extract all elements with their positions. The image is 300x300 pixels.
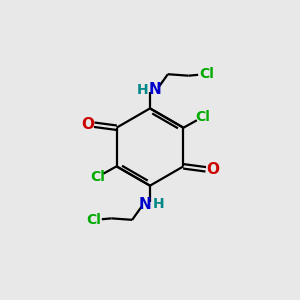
Text: Cl: Cl bbox=[199, 67, 214, 81]
Text: N: N bbox=[138, 197, 151, 212]
Text: O: O bbox=[81, 117, 94, 132]
Text: H: H bbox=[152, 197, 164, 211]
Text: Cl: Cl bbox=[90, 170, 105, 184]
Text: Cl: Cl bbox=[195, 110, 210, 124]
Text: Cl: Cl bbox=[86, 213, 101, 227]
Text: O: O bbox=[206, 162, 219, 177]
Text: N: N bbox=[149, 82, 162, 97]
Text: H: H bbox=[137, 83, 148, 97]
